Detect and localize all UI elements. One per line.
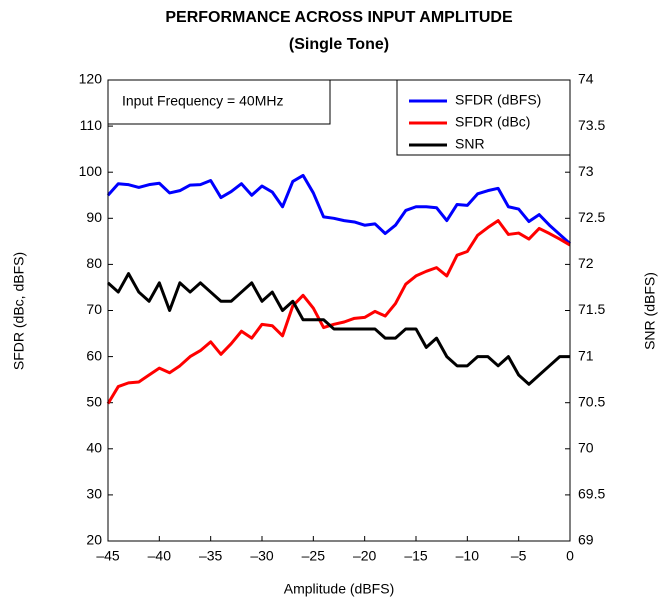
y2-tick-label: 71 <box>578 347 594 363</box>
annotation: Input Frequency = 40MHz <box>122 93 283 109</box>
y2-tick-label: 72.5 <box>578 209 605 225</box>
x-tick-label: –30 <box>250 548 274 564</box>
x-tick-label: –10 <box>456 548 480 564</box>
x-tick-label: –35 <box>199 548 223 564</box>
y2-axis-label: SNR (dBFS) <box>642 272 658 350</box>
y-axis-label: SFDR (dBc, dBFS) <box>11 252 27 370</box>
x-tick-label: –20 <box>353 548 377 564</box>
x-tick-label: –45 <box>96 548 120 564</box>
x-tick-label: –25 <box>302 548 326 564</box>
y-tick-label: 70 <box>86 301 102 317</box>
y2-tick-label: 73.5 <box>578 117 605 133</box>
chart-subtitle: (Single Tone) <box>289 36 389 53</box>
y-tick-label: 120 <box>79 71 103 87</box>
x-axis-label: Amplitude (dBFS) <box>284 581 394 597</box>
y2-tick-label: 72 <box>578 255 594 271</box>
y2-tick-label: 73 <box>578 163 594 179</box>
y-tick-label: 60 <box>86 347 102 363</box>
legend-label: SNR <box>455 136 485 152</box>
y2-tick-label: 71.5 <box>578 301 605 317</box>
series-line <box>106 272 570 386</box>
x-tick-label: 0 <box>566 548 574 564</box>
y2-tick-label: 69 <box>578 532 594 548</box>
series-line <box>106 173 572 245</box>
y2-tick-label: 74 <box>578 71 594 87</box>
x-tick-label: –15 <box>404 548 428 564</box>
y-tick-label: 20 <box>86 532 102 548</box>
legend-box <box>396 79 571 156</box>
chart-title: PERFORMANCE ACROSS INPUT AMPLITUDE <box>165 9 513 26</box>
series-line <box>106 219 571 405</box>
legend-label: SFDR (dBc) <box>455 114 530 130</box>
y2-tick-label: 70.5 <box>578 393 605 409</box>
y-tick-label: 80 <box>86 255 102 271</box>
plot-frame <box>107 79 571 542</box>
annotation-box <box>107 79 331 125</box>
legend-label: SFDR (dBFS) <box>455 92 541 108</box>
y-tick-label: 30 <box>86 486 102 502</box>
y-tick-label: 40 <box>86 440 102 456</box>
y-tick-label: 100 <box>79 163 103 179</box>
y-tick-label: 110 <box>80 117 103 133</box>
x-tick-label: –40 <box>148 548 172 564</box>
x-tick-label: –5 <box>511 548 527 564</box>
y-tick-label: 50 <box>86 393 102 409</box>
y2-tick-label: 69.5 <box>578 486 605 502</box>
y2-tick-label: 70 <box>578 440 594 456</box>
y-tick-label: 90 <box>86 209 102 225</box>
